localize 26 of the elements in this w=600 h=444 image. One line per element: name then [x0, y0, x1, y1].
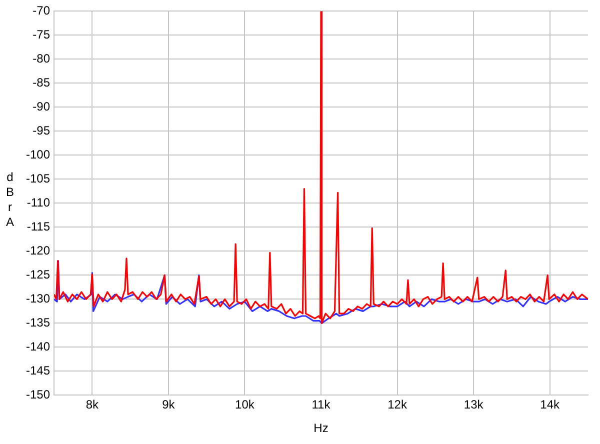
y-tick-label: -90	[32, 100, 50, 114]
y-tick-label: -85	[32, 76, 50, 90]
y-tick-label: -130	[26, 292, 50, 306]
y-tick-label: -70	[32, 4, 50, 18]
x-tick-label: 13k	[464, 398, 484, 412]
y-tick-label: -100	[26, 148, 50, 162]
y-tick-label: -75	[32, 28, 50, 42]
y-tick-label: -145	[26, 364, 50, 378]
y-tick-label: -125	[26, 268, 50, 282]
x-tick-label: 10k	[235, 398, 256, 412]
y-tick-label: -150	[26, 388, 50, 402]
x-tick-label: 12k	[388, 398, 408, 412]
x-tick-label: 11k	[312, 398, 332, 412]
y-tick-label: -80	[32, 52, 50, 66]
x-tick-label: 14k	[540, 398, 561, 412]
x-axis-title: Hz	[314, 421, 328, 436]
y-tick-label: -120	[26, 244, 50, 258]
y-tick-label: -105	[26, 172, 50, 186]
x-tick-label: 9k	[162, 398, 176, 412]
y-tick-label: -140	[26, 340, 50, 354]
y-axis-title: dBr A	[6, 170, 14, 230]
y-tick-label: -95	[32, 124, 50, 138]
y-tick-label: -135	[26, 316, 50, 330]
x-tick-label: 8k	[86, 398, 100, 412]
y-tick-label: -110	[26, 196, 50, 210]
y-tick-label: -115	[26, 220, 50, 234]
